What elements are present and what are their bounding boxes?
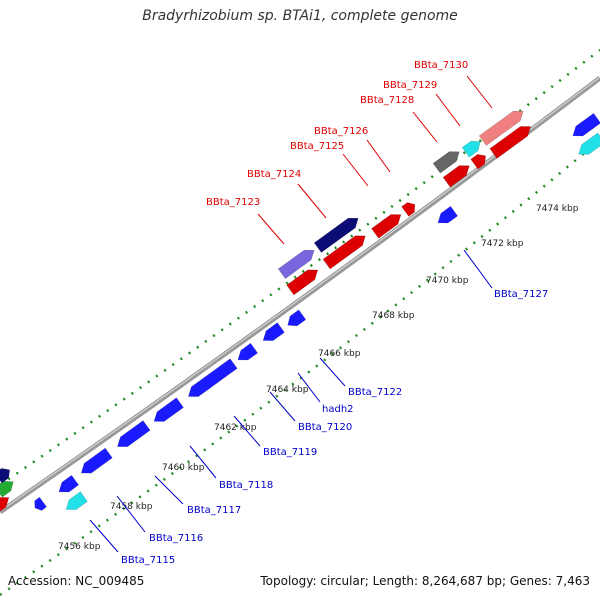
gene-arrow[interactable] — [442, 161, 473, 188]
gene-label[interactable]: BBta_7128 — [360, 95, 414, 106]
gene-arrow[interactable] — [0, 493, 12, 516]
gene-arrow[interactable] — [185, 358, 238, 402]
gene-label[interactable]: hadh2 — [322, 404, 354, 415]
gene-label[interactable]: BBta_7125 — [290, 141, 344, 152]
gene-label[interactable]: BBta_7115 — [121, 555, 175, 566]
gene-arrow[interactable] — [461, 137, 484, 158]
gene-arrow[interactable] — [63, 491, 88, 515]
gene-label[interactable]: BBta_7116 — [149, 533, 203, 544]
gene-arrow[interactable] — [31, 496, 47, 513]
gene-leader-line — [89, 519, 119, 553]
gene-arrow[interactable] — [489, 122, 534, 159]
gene-arrow[interactable] — [371, 210, 405, 239]
kbp-scale-label: 7470 kbp — [426, 276, 469, 286]
gene-leader-line — [257, 213, 285, 245]
kbp-scale-label: 7456 kbp — [58, 542, 101, 552]
gene-leader-line — [116, 495, 146, 533]
inner-tick-ring — [0, 139, 600, 597]
gene-leader-line — [412, 111, 438, 143]
kbp-scale-label: 7458 kbp — [110, 502, 153, 512]
gene-label[interactable]: BBta_7120 — [298, 422, 352, 433]
gene-arrow[interactable] — [432, 147, 463, 174]
gene-arrow[interactable] — [260, 322, 285, 346]
gene-leader-line — [342, 153, 369, 187]
gene-arrow[interactable] — [575, 132, 600, 159]
gene-arrow[interactable] — [470, 151, 489, 170]
gene-arrow[interactable] — [284, 309, 307, 330]
gene-arrow[interactable] — [277, 245, 317, 279]
kbp-scale-label: 7472 kbp — [481, 239, 524, 249]
genome-title: Bradyrhizobium sp. BTAi1, complete genom… — [142, 8, 458, 24]
gene-label[interactable]: BBta_7123 — [206, 197, 260, 208]
genome-summary-text: Topology: circular; Length: 8,264,687 bp… — [260, 574, 590, 588]
gene-arrow[interactable] — [434, 205, 458, 227]
gene-leader-line — [297, 372, 321, 403]
kbp-scale-label: 7474 kbp — [536, 204, 579, 214]
kbp-scale-label: 7468 kbp — [372, 311, 415, 321]
gene-arrow[interactable] — [114, 420, 151, 452]
gene-label[interactable]: BBta_7118 — [219, 480, 273, 491]
gene-label[interactable]: BBta_7124 — [247, 169, 301, 180]
kbp-scale-label: 7462 kbp — [214, 423, 257, 433]
gene-label[interactable]: BBta_7129 — [383, 80, 437, 91]
gene-arrow[interactable] — [55, 474, 79, 496]
gene-leader-line — [233, 415, 261, 447]
gene-leader-line — [189, 445, 217, 479]
gene-leader-line — [269, 391, 296, 422]
gene-leader-line — [366, 139, 391, 173]
kbp-scale-label: 7460 kbp — [162, 463, 205, 473]
gene-arrow[interactable] — [401, 200, 419, 217]
gene-label[interactable]: BBta_7130 — [414, 60, 468, 71]
gene-arrow[interactable] — [569, 112, 600, 140]
gene-leader-line — [435, 93, 461, 127]
gene-arrow[interactable] — [322, 231, 369, 270]
gene-arrow[interactable] — [313, 213, 362, 253]
kbp-scale-label: 7466 kbp — [318, 349, 361, 359]
gene-arrow[interactable] — [0, 465, 13, 484]
gene-label[interactable]: BBta_7117 — [187, 505, 241, 516]
gene-arrow[interactable] — [286, 265, 322, 296]
gene-label[interactable]: BBta_7119 — [263, 447, 317, 458]
gene-arrow[interactable] — [78, 447, 113, 478]
accession-text: Accession: NC_009485 — [8, 574, 145, 588]
kbp-scale-label: 7464 kbp — [266, 385, 309, 395]
gene-leader-line — [319, 357, 346, 387]
gene-leader-line — [154, 475, 184, 505]
gene-label[interactable]: BBta_7122 — [348, 387, 402, 398]
gene-arrow[interactable] — [478, 106, 527, 146]
gene-leader-line — [466, 75, 493, 109]
gene-leader-line — [463, 249, 493, 289]
gene-label[interactable]: BBta_7126 — [314, 126, 368, 137]
gene-label[interactable]: BBta_7127 — [494, 289, 548, 300]
gene-leader-line — [297, 183, 327, 219]
gene-arrow[interactable] — [151, 397, 184, 427]
gene-arrow[interactable] — [234, 342, 258, 364]
